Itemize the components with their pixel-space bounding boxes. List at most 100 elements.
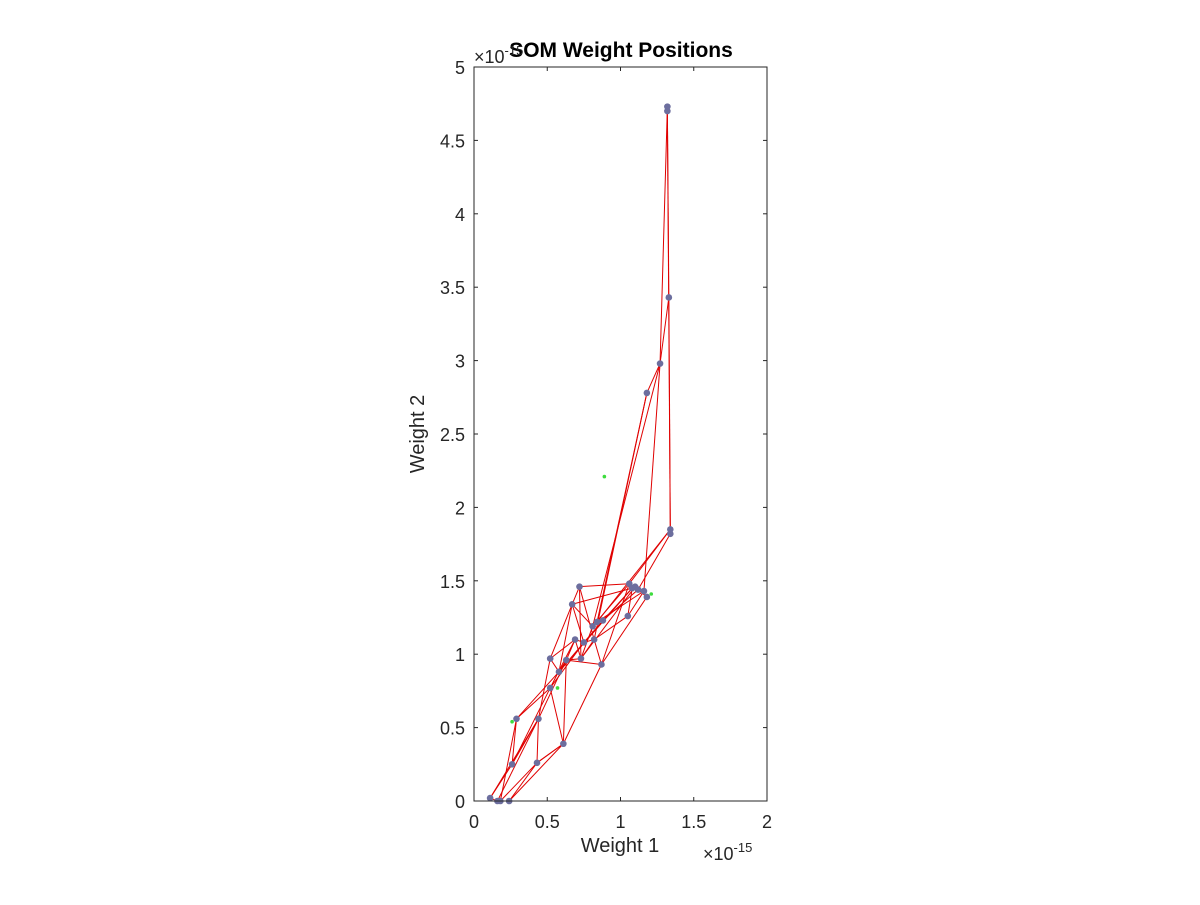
plot-background [474, 67, 767, 801]
x-tick-label: 0.5 [535, 812, 560, 832]
y-exponent-power: -15 [505, 43, 524, 58]
neuron-point [508, 761, 516, 768]
neuron-point [486, 794, 494, 802]
neighbor-link [659, 297, 670, 364]
input-point [555, 686, 560, 690]
x-axis-ticks: 0 0.5 1 1.5 2 [469, 67, 772, 832]
neuron-point [624, 612, 632, 620]
y-tick-label: 2.5 [440, 425, 465, 445]
x-tick-label: 1 [615, 812, 625, 832]
neuron-point [580, 639, 588, 646]
y-tick-label: 3 [455, 352, 465, 372]
neuron-point [599, 617, 607, 624]
neuron-point [555, 668, 563, 676]
neighbor-link [516, 687, 551, 720]
neighbor-link [593, 615, 629, 640]
neuron-point-layer [486, 103, 674, 805]
y-exponent-label: ×10-15 [474, 43, 523, 67]
neuron-point [562, 656, 570, 664]
neighbor-link [593, 392, 648, 640]
x-axis-label: Weight 1 [581, 835, 660, 857]
neuron-point [643, 389, 651, 397]
neighbor-link [659, 106, 668, 364]
neighbor-link [500, 762, 538, 802]
neighbor-link [536, 718, 539, 763]
neuron-point [634, 586, 642, 593]
neuron-point [568, 600, 576, 608]
neighbor-link [627, 588, 633, 617]
neighbor-link [511, 687, 551, 765]
neighbor-link [549, 639, 576, 689]
neighbor-link [596, 590, 645, 623]
neuron-point [665, 294, 673, 301]
neuron-point [571, 636, 579, 643]
x-exponent-power: -15 [734, 840, 753, 855]
neighbor-link [601, 596, 648, 665]
neuron-point [628, 584, 636, 592]
neighbor-link [628, 529, 671, 585]
y-tick-label: 2 [455, 498, 465, 518]
y-tick-label: 1 [455, 645, 465, 665]
neuron-point [560, 740, 567, 748]
neuron-point [656, 360, 664, 367]
x-exponent-times: ×10 [703, 844, 734, 864]
input-point [510, 719, 514, 724]
neighbor-link [496, 718, 539, 802]
neighbor-link [549, 604, 573, 659]
neighbor-link [499, 718, 517, 802]
y-tick-label: 0.5 [440, 719, 465, 739]
y-tick-label: 3.5 [440, 278, 465, 298]
y-tick-label: 5 [455, 58, 465, 78]
neuron-point [576, 583, 583, 590]
neighbor-link [578, 586, 595, 640]
neighbor-link [592, 363, 661, 627]
x-tick-label: 1.5 [681, 812, 706, 832]
y-tick-label: 4.5 [440, 131, 465, 151]
neighbor-link [646, 363, 661, 394]
neighbor-link [666, 111, 670, 298]
neighbor-link [627, 590, 645, 617]
neuron-point [589, 623, 596, 630]
neighbor-link [511, 718, 539, 765]
neighbor-link [549, 687, 564, 744]
chart-title: SOM Weight Positions [509, 39, 733, 62]
neighbor-link [516, 671, 560, 720]
y-axis-ticks: 0 0.5 1 1.5 2 2.5 3 3.5 4 4.5 5 [440, 58, 767, 812]
neighbor-link [558, 604, 573, 672]
neighbor-link [593, 639, 602, 665]
neighbor-link [558, 587, 633, 673]
neuron-point [590, 636, 598, 643]
neighbor-link [580, 586, 636, 659]
neighbor-link [583, 620, 604, 643]
neuron-point [643, 593, 651, 601]
neighbor-link [508, 743, 564, 802]
neuron-point [593, 618, 601, 626]
svg-text:×10-15: ×10-15 [474, 43, 523, 67]
neighbor-link [536, 743, 564, 764]
neighbor-link [637, 533, 671, 590]
y-exponent-times: ×10 [474, 47, 505, 67]
neuron-point [546, 655, 554, 662]
neuron-point [535, 715, 542, 723]
neuron-point [667, 526, 674, 533]
neuron-point [598, 661, 605, 668]
neighbor-link [562, 664, 602, 744]
neuron-point [533, 759, 541, 767]
y-tick-label: 1.5 [440, 572, 465, 592]
input-point [649, 592, 654, 596]
input-point-layer [510, 474, 654, 724]
x-tick-label: 2 [762, 812, 772, 832]
neuron-point [513, 715, 520, 723]
neighbor-link [579, 583, 630, 588]
neighbor-link [668, 297, 671, 530]
neighbor-link [566, 659, 602, 665]
y-axis-label: Weight 2 [407, 395, 429, 474]
neighbor-link [511, 718, 517, 765]
input-point [602, 474, 607, 479]
y-tick-label: 4 [455, 205, 465, 225]
neuron-point [664, 103, 671, 110]
neighbor-link [572, 587, 633, 605]
neighbor-link [643, 363, 661, 592]
